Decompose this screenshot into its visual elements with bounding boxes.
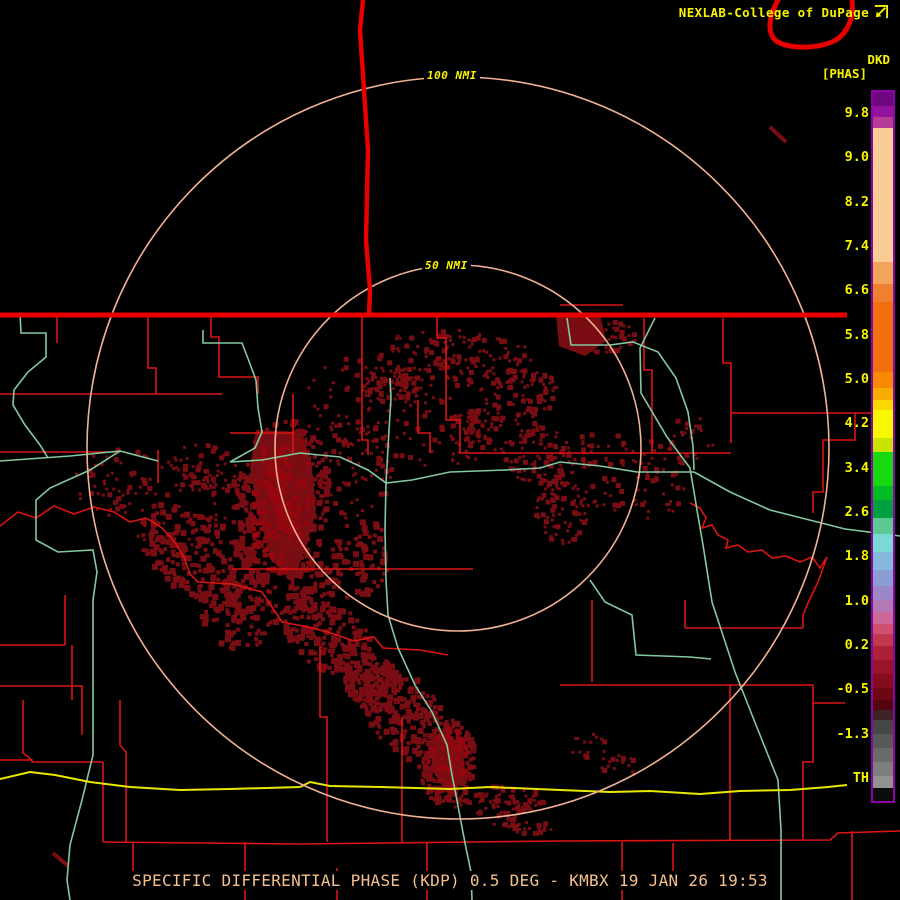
colorbar-segment [873,486,893,500]
colorbar-segment [873,762,893,776]
colorbar-segment [873,372,893,388]
colorbar-label: 7.4 [844,238,869,254]
colorbar-label: 2.6 [844,504,869,520]
colorbar-segment [873,788,893,801]
product-title: SPECIFIC DIFFERENTIAL PHASE (KDP) 0.5 DE… [130,871,770,890]
range-ring-label-50nmi: 50 NMI [422,259,471,272]
colorbar-segment [873,400,893,410]
river-lines [0,312,900,900]
colorbar-label: 9.8 [844,105,869,121]
colorbar-segment [873,688,893,700]
colorbar-segment [873,624,893,634]
colorbar-segment [873,700,893,710]
colorbar-segment [873,612,893,624]
colorbar-label: 1.8 [844,548,869,564]
state-border [0,0,855,318]
county-lines [0,304,900,900]
colorbar-label: 6.6 [844,282,869,298]
colorbar-segment [873,720,893,734]
colorbar-segment [873,128,893,262]
colorbar-segment [873,284,893,302]
colorbar [871,90,895,803]
colorbar-segment [873,660,893,674]
colorbar-label: -0.5 [836,681,869,697]
brand-row: NEXLAB-College of DuPage [679,5,888,20]
colorbar-segment [873,438,893,452]
colorbar-label: 0.2 [844,637,869,653]
colorbar-segment [873,634,893,646]
colorbar-segment [873,106,893,117]
colorbar-label: TH [852,770,869,786]
colorbar-segment [873,600,893,612]
colorbar-segment [873,646,893,660]
colorbar-segment [873,500,893,518]
product-units: [PHAS] [821,66,867,81]
product-code: DKD [867,52,890,67]
colorbar-segment [873,710,893,720]
colorbar-label: 1.0 [844,593,869,609]
colorbar-label: 5.8 [844,327,869,343]
colorbar-segment [873,674,893,688]
colorbar-segment [873,734,893,748]
colorbar-segment [873,262,893,284]
colorbar-segment [873,586,893,600]
colorbar-segment [873,776,893,788]
colorbar-label: -1.3 [836,726,869,742]
range-rings [86,76,830,820]
colorbar-segment [873,117,893,128]
colorbar-segment [873,518,893,534]
cod-logo-icon [874,5,888,19]
colorbar-segment [873,570,893,586]
colorbar-segment [873,92,893,106]
highway-line [0,770,848,796]
colorbar-label: 9.0 [844,149,869,165]
echo-layer [51,125,788,868]
colorbar-label: 5.0 [844,371,869,387]
colorbar-segment [873,552,893,570]
colorbar-label: 8.2 [844,194,869,210]
colorbar-segment [873,534,893,552]
colorbar-segment [873,410,893,438]
colorbar-segment [873,302,893,372]
colorbar-segment [873,388,893,400]
colorbar-segment [873,452,893,486]
brand-text: NEXLAB-College of DuPage [678,5,869,20]
colorbar-label: 3.4 [844,460,869,476]
colorbar-label: 4.2 [844,415,869,431]
colorbar-segment [873,748,893,762]
range-ring-label-100nmi: 100 NMI [424,69,480,82]
